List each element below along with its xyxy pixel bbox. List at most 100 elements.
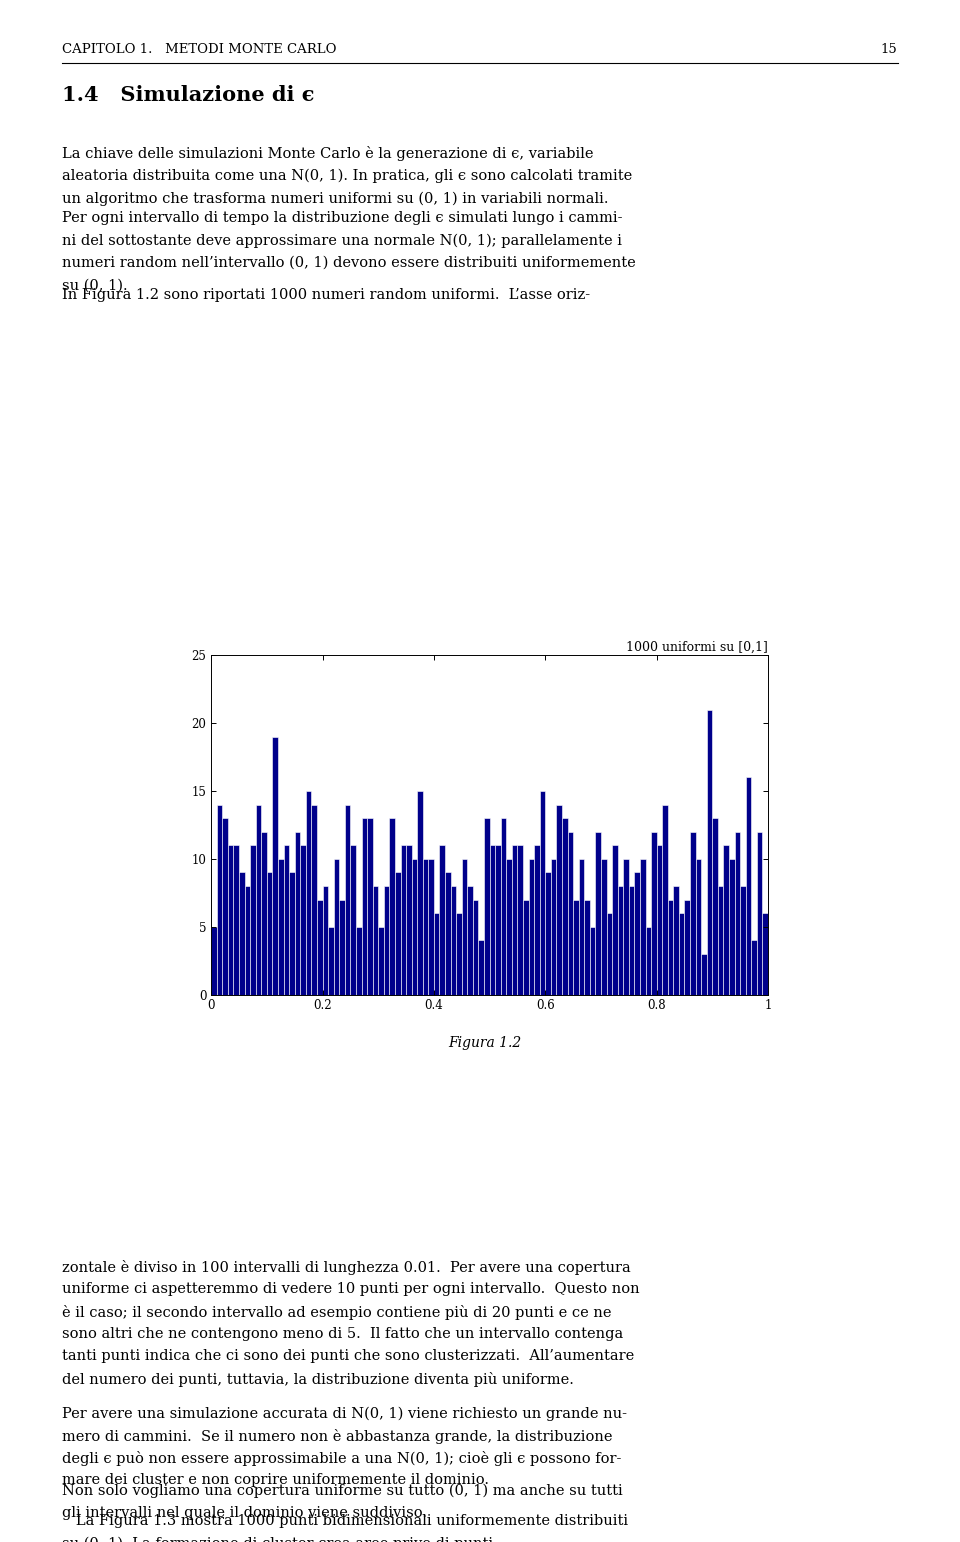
Text: gli intervalli nel quale il dominio viene suddiviso.: gli intervalli nel quale il dominio vien…: [62, 1505, 427, 1520]
Bar: [679, 913, 684, 995]
Bar: [295, 831, 300, 995]
Bar: [724, 845, 729, 995]
Bar: [406, 845, 412, 995]
Bar: [339, 899, 345, 995]
Bar: [418, 791, 422, 995]
Bar: [612, 845, 617, 995]
Text: sono altri che ne contengono meno di 5.  Il fatto che un intervallo contenga: sono altri che ne contengono meno di 5. …: [62, 1326, 624, 1342]
Bar: [233, 845, 239, 995]
Bar: [534, 845, 540, 995]
Bar: [635, 873, 640, 995]
Bar: [595, 831, 601, 995]
Text: zontale è diviso in 100 intervalli di lunghezza 0.01.  Per avere una copertura: zontale è diviso in 100 intervalli di lu…: [62, 1260, 631, 1275]
Bar: [434, 913, 440, 995]
Bar: [551, 859, 557, 995]
Bar: [283, 845, 289, 995]
Bar: [734, 831, 740, 995]
Text: aleatoria distribuita come una N(0, 1). In pratica, gli ϵ sono calcolati tramite: aleatoria distribuita come una N(0, 1). …: [62, 170, 633, 183]
Bar: [756, 831, 762, 995]
Bar: [752, 941, 756, 995]
Bar: [223, 819, 228, 995]
Bar: [289, 873, 295, 995]
Bar: [356, 927, 362, 995]
Bar: [657, 845, 662, 995]
Bar: [473, 899, 478, 995]
Text: è il caso; il secondo intervallo ad esempio contiene più di 20 punti e ce ne: è il caso; il secondo intervallo ad esem…: [62, 1305, 612, 1320]
Text: un algoritmo che trasforma numeri uniformi su (0, 1) in variabili normali.: un algoritmo che trasforma numeri unifor…: [62, 191, 609, 205]
Bar: [617, 887, 623, 995]
Bar: [334, 859, 339, 995]
Bar: [529, 859, 534, 995]
Text: del numero dei punti, tuttavia, la distribuzione diventa più uniforme.: del numero dei punti, tuttavia, la distr…: [62, 1372, 574, 1386]
Text: Non solo vogliamo una copertura uniforme su tutto (0, 1) ma anche su tutti: Non solo vogliamo una copertura uniforme…: [62, 1483, 623, 1497]
Bar: [690, 831, 696, 995]
Bar: [567, 831, 573, 995]
Bar: [328, 927, 334, 995]
Bar: [601, 859, 607, 995]
Bar: [261, 831, 267, 995]
Bar: [372, 887, 378, 995]
Bar: [273, 737, 278, 995]
Bar: [540, 791, 545, 995]
Text: mare dei cluster e non coprire uniformemente il dominio.: mare dei cluster e non coprire uniformem…: [62, 1474, 490, 1488]
Bar: [422, 859, 428, 995]
Text: 1.4   Simulazione di ϵ: 1.4 Simulazione di ϵ: [62, 85, 315, 105]
Bar: [317, 899, 323, 995]
Bar: [589, 927, 595, 995]
Bar: [400, 845, 406, 995]
Bar: [395, 873, 400, 995]
Bar: [668, 899, 673, 995]
Bar: [645, 927, 651, 995]
Text: 1000 uniformi su [0,1]: 1000 uniformi su [0,1]: [626, 641, 768, 654]
Bar: [740, 887, 746, 995]
Text: uniforme ci aspetteremmo di vedere 10 punti per ogni intervallo.  Questo non: uniforme ci aspetteremmo di vedere 10 pu…: [62, 1283, 640, 1297]
Bar: [640, 859, 645, 995]
Bar: [517, 845, 523, 995]
Bar: [623, 859, 629, 995]
Bar: [323, 887, 328, 995]
Bar: [245, 887, 251, 995]
Text: ni del sottostante deve approssimare una normale N(0, 1); parallelamente i: ni del sottostante deve approssimare una…: [62, 234, 622, 248]
Bar: [729, 859, 734, 995]
Bar: [762, 913, 768, 995]
Bar: [484, 819, 490, 995]
Bar: [585, 899, 589, 995]
Bar: [306, 791, 311, 995]
Text: tanti punti indica che ci sono dei punti che sono clusterizzati.  All’aumentare: tanti punti indica che ci sono dei punti…: [62, 1349, 635, 1363]
Bar: [428, 859, 434, 995]
Bar: [350, 845, 356, 995]
Bar: [701, 954, 707, 995]
Text: numeri random nell’intervallo (0, 1) devono essere distribuiti uniformemente: numeri random nell’intervallo (0, 1) dev…: [62, 256, 636, 270]
Bar: [707, 709, 712, 995]
Bar: [501, 819, 506, 995]
Bar: [468, 887, 473, 995]
Text: 15: 15: [881, 43, 898, 56]
Text: La chiave delle simulazioni Monte Carlo è la generazione di ϵ, variabile: La chiave delle simulazioni Monte Carlo …: [62, 146, 594, 162]
Bar: [450, 887, 456, 995]
Bar: [228, 845, 233, 995]
Bar: [673, 887, 679, 995]
Bar: [478, 941, 484, 995]
Text: Per avere una simulazione accurata di N(0, 1) viene richiesto un grande nu-: Per avere una simulazione accurata di N(…: [62, 1406, 628, 1420]
Text: CAPITOLO 1.   METODI MONTE CARLO: CAPITOLO 1. METODI MONTE CARLO: [62, 43, 337, 56]
Bar: [684, 899, 690, 995]
Bar: [267, 873, 273, 995]
Bar: [629, 887, 635, 995]
Bar: [579, 859, 585, 995]
Bar: [495, 845, 501, 995]
Bar: [251, 845, 255, 995]
Bar: [712, 819, 718, 995]
Bar: [362, 819, 367, 995]
Bar: [651, 831, 657, 995]
Text: su (0, 1). La formazione di cluster crea aree prive di punti.: su (0, 1). La formazione di cluster crea…: [62, 1536, 498, 1542]
Bar: [607, 913, 612, 995]
Bar: [311, 805, 317, 995]
Bar: [523, 899, 529, 995]
Bar: [445, 873, 450, 995]
Text: Figura 1.2: Figura 1.2: [448, 1036, 521, 1050]
Bar: [378, 927, 384, 995]
Bar: [662, 805, 668, 995]
Bar: [278, 859, 283, 995]
Bar: [367, 819, 372, 995]
Text: In Figura 1.2 sono riportati 1000 numeri random uniformi.  L’asse oriz-: In Figura 1.2 sono riportati 1000 numeri…: [62, 288, 590, 302]
